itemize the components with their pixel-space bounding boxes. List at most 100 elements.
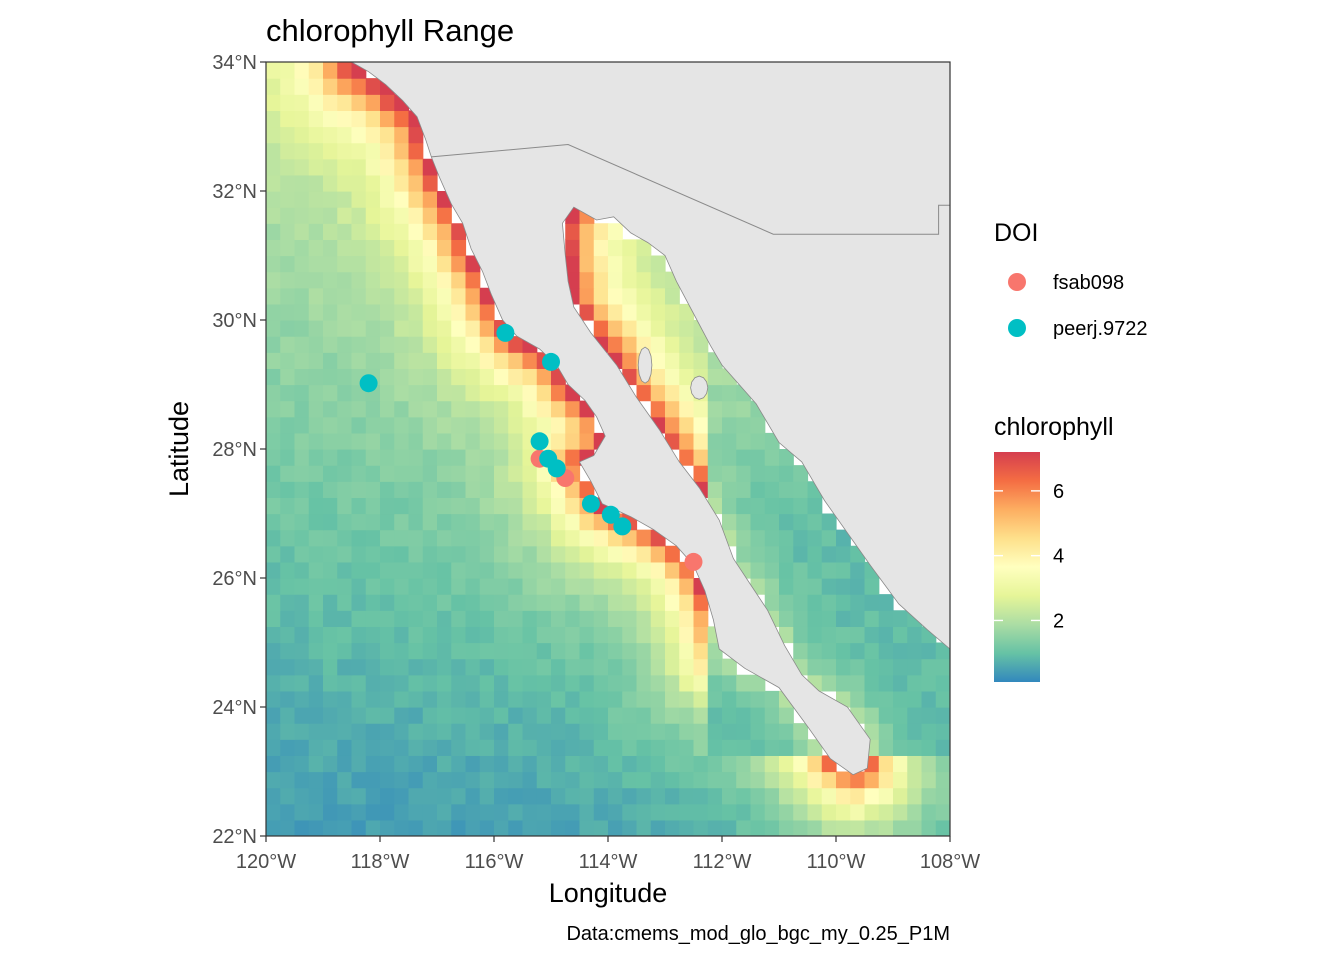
raster-cell bbox=[394, 255, 410, 273]
raster-cell bbox=[394, 561, 410, 579]
raster-cell bbox=[323, 432, 338, 450]
raster-cell bbox=[365, 400, 381, 418]
raster-cell bbox=[465, 384, 481, 402]
raster-cell bbox=[323, 771, 338, 789]
raster-cell bbox=[793, 561, 809, 579]
raster-cell bbox=[736, 787, 752, 805]
raster-cell bbox=[308, 94, 324, 111]
raster-cell bbox=[536, 578, 552, 595]
raster-cell bbox=[308, 126, 324, 144]
raster-cell bbox=[764, 755, 780, 773]
raster-cell bbox=[622, 642, 638, 660]
raster-cell bbox=[365, 739, 381, 756]
raster-cell bbox=[693, 465, 709, 482]
raster-cell bbox=[266, 642, 281, 660]
raster-cell bbox=[579, 529, 595, 547]
raster-cell bbox=[494, 449, 509, 466]
raster-cell bbox=[508, 336, 524, 353]
raster-cell bbox=[864, 771, 880, 789]
raster-cell bbox=[750, 416, 766, 434]
raster-cell bbox=[337, 255, 353, 273]
raster-cell bbox=[836, 787, 851, 805]
raster-cell bbox=[308, 352, 324, 369]
raster-cell bbox=[365, 578, 381, 595]
raster-cell bbox=[764, 707, 780, 724]
raster-cell bbox=[622, 739, 638, 756]
raster-cell bbox=[579, 578, 595, 595]
raster-cell bbox=[679, 449, 695, 466]
raster-cell bbox=[280, 191, 296, 208]
raster-cell bbox=[365, 223, 381, 240]
raster-cell bbox=[465, 352, 481, 369]
raster-cell bbox=[750, 723, 766, 740]
raster-cell bbox=[750, 674, 766, 692]
raster-cell bbox=[365, 513, 381, 531]
raster-cell bbox=[693, 707, 709, 724]
raster-cell bbox=[437, 787, 452, 805]
raster-cell bbox=[294, 771, 310, 789]
raster-cell bbox=[807, 803, 823, 821]
raster-cell bbox=[351, 432, 367, 450]
raster-cell bbox=[750, 787, 766, 805]
raster-cell bbox=[408, 545, 424, 563]
raster-cell bbox=[494, 739, 509, 756]
raster-cell bbox=[536, 545, 552, 563]
point-peerj-9722 bbox=[542, 352, 560, 371]
raster-cell bbox=[665, 610, 680, 627]
raster-cell bbox=[736, 690, 752, 708]
raster-cell bbox=[622, 626, 638, 644]
raster-cell bbox=[394, 739, 410, 756]
raster-cell bbox=[479, 481, 495, 498]
raster-cell bbox=[422, 819, 438, 836]
raster-cell bbox=[351, 142, 367, 160]
raster-cell bbox=[707, 400, 723, 418]
raster-cell bbox=[636, 739, 652, 756]
raster-cell bbox=[408, 481, 424, 498]
raster-cell bbox=[437, 771, 452, 789]
raster-cell bbox=[365, 545, 381, 563]
raster-cell bbox=[280, 465, 296, 482]
raster-cell bbox=[337, 674, 353, 692]
raster-cell bbox=[408, 191, 424, 208]
raster-cell bbox=[736, 529, 752, 547]
raster-cell bbox=[807, 610, 823, 627]
raster-cell bbox=[365, 690, 381, 708]
raster-cell bbox=[850, 610, 866, 627]
raster-cell bbox=[266, 303, 281, 321]
raster-cell bbox=[494, 352, 509, 369]
raster-cell bbox=[679, 803, 695, 821]
raster-cell bbox=[878, 771, 894, 789]
raster-cell bbox=[679, 674, 695, 692]
raster-cell bbox=[323, 271, 338, 289]
point-fsab098 bbox=[684, 552, 703, 571]
raster-cell bbox=[736, 449, 752, 466]
raster-cell bbox=[665, 594, 680, 611]
raster-cell bbox=[408, 368, 424, 386]
raster-cell bbox=[864, 690, 880, 708]
raster-cell bbox=[508, 400, 524, 418]
raster-cell bbox=[308, 819, 324, 836]
raster-cell bbox=[608, 674, 623, 692]
raster-cell bbox=[622, 561, 638, 579]
raster-cell bbox=[294, 384, 310, 402]
raster-cell bbox=[479, 368, 495, 386]
raster-cell bbox=[722, 787, 737, 805]
raster-cell bbox=[579, 513, 595, 531]
legend-key-fsab098 bbox=[1008, 273, 1026, 291]
raster-cell bbox=[836, 561, 851, 579]
raster-cell bbox=[921, 690, 937, 708]
raster-cell bbox=[579, 271, 595, 289]
raster-cell bbox=[365, 271, 381, 289]
raster-cell bbox=[608, 545, 623, 563]
raster-cell bbox=[280, 610, 296, 627]
raster-cell bbox=[779, 626, 794, 644]
raster-cell bbox=[522, 739, 538, 756]
raster-cell bbox=[750, 529, 766, 547]
raster-cell bbox=[308, 287, 324, 305]
raster-cell bbox=[408, 497, 424, 515]
raster-cell bbox=[337, 400, 353, 418]
raster-cell bbox=[793, 771, 809, 789]
raster-cell bbox=[422, 723, 438, 740]
point-peerj-9722 bbox=[581, 494, 600, 513]
raster-cell bbox=[351, 255, 367, 273]
